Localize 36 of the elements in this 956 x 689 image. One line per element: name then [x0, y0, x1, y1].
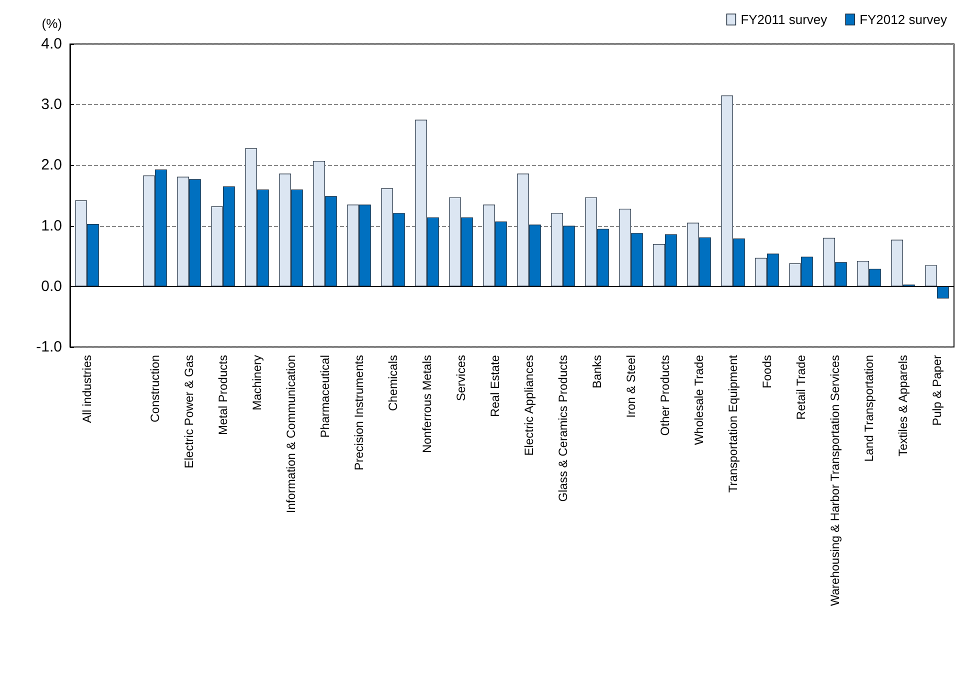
x-tick-label: Nonferrous Metals [420, 355, 434, 454]
x-tick-label: Information & Communication [284, 355, 298, 514]
x-tick-label: Retail Trade [794, 354, 808, 420]
y-axis-title: (%) [42, 16, 62, 31]
x-tick-label: Foods [760, 355, 774, 388]
x-tick-label: Pulp & Paper [930, 355, 944, 426]
y-tick-label: 0.0 [41, 278, 62, 295]
x-tick-label: Electric Power & Gas [182, 355, 196, 468]
x-tick-label: Textiles & Apparels [896, 355, 910, 456]
x-tick-label: Machinery [250, 355, 264, 410]
x-tick-label: Glass & Ceramics Products [556, 355, 570, 502]
x-tick-label: Transportation Equipment [726, 354, 740, 493]
x-tick-label: Pharmaceutical [318, 355, 332, 438]
x-tick-label: Land Transportation [862, 355, 876, 462]
x-tick-label: Real Estate [488, 354, 502, 418]
x-tick-label: All industries [80, 355, 94, 424]
y-tick-label: 3.0 [41, 96, 62, 114]
legend-label: FY2012 survey [860, 12, 948, 27]
y-tick-label: 1.0 [41, 217, 62, 234]
legend-label: FY2011 survey [740, 12, 828, 27]
y-tick-label: 4.0 [41, 36, 62, 52]
x-tick-label: Iron & Steel [624, 355, 638, 418]
x-tick-label: Wholesale Trade [692, 354, 706, 446]
x-tick-label: Services [454, 355, 468, 402]
x-tick-label: Electric Appliances [522, 355, 536, 456]
x-tick-label: Other Products [658, 355, 672, 436]
x-tick-label: Metal Products [216, 355, 230, 436]
x-tick-label: Chemicals [386, 355, 400, 412]
x-tick-label: Banks [590, 355, 604, 388]
x-tick-label: Precision Instruments [352, 355, 366, 470]
bar [925, 265, 937, 286]
x-tick-label: Warehousing & Harbor Transportation Services [828, 355, 842, 606]
y-tick-label: -1.0 [36, 338, 62, 356]
x-tick-label: Construction [148, 355, 162, 422]
y-tick-label: 2.0 [41, 156, 62, 174]
bar [937, 286, 949, 299]
